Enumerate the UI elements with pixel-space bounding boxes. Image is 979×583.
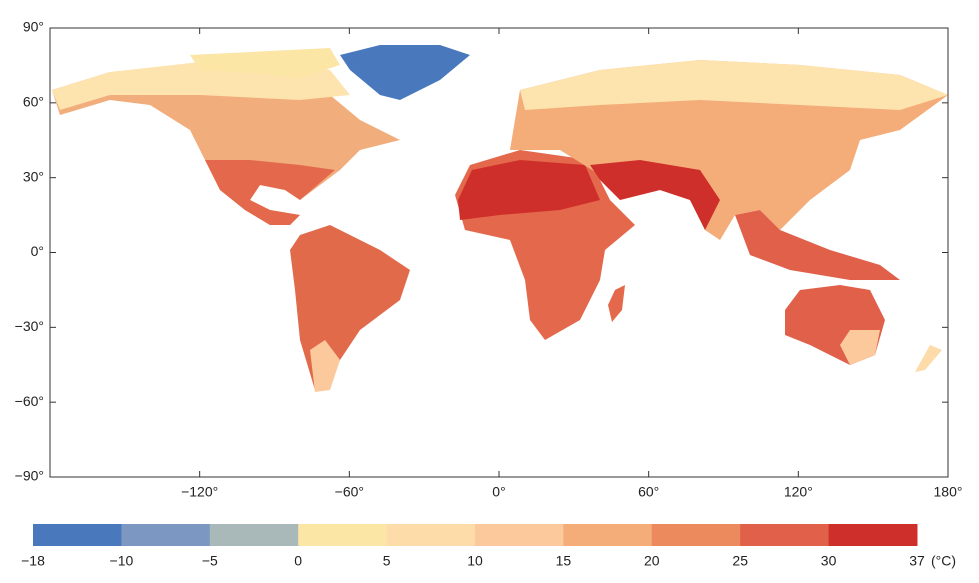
south-america [290, 225, 410, 390]
colorbar-label: 30 [821, 553, 837, 569]
x-tick-label: 0° [492, 484, 505, 500]
colorbar-unit: (°C) [931, 553, 956, 569]
colorbar-bin [33, 524, 122, 546]
x-tick-label: −60° [335, 484, 364, 500]
sahara [458, 160, 600, 220]
x-tick-label: 120° [784, 484, 813, 500]
colorbar-bin [651, 524, 741, 546]
colorbar-label: 20 [644, 553, 660, 569]
new-zealand [915, 345, 942, 372]
colorbar-label: −5 [202, 553, 218, 569]
patagonia [310, 340, 340, 392]
colorbar-label: 5 [383, 553, 391, 569]
land [52, 45, 948, 392]
colorbar-bin [740, 524, 830, 546]
colorbar: −18 −10 −5 0 5 10 15 20 25 30 37 (°C) [21, 524, 956, 569]
colorbar-label: −10 [110, 553, 134, 569]
y-tick-label: −60° [15, 393, 44, 409]
colorbar-label: 0 [294, 553, 302, 569]
y-tick-label: 30° [23, 168, 44, 184]
colorbar-label: 37 [909, 553, 925, 569]
colorbar-label: −18 [21, 553, 45, 569]
colorbar-bin [386, 524, 476, 546]
colorbar-label: 25 [732, 553, 748, 569]
colorbar-label: 15 [556, 553, 572, 569]
madagascar [608, 285, 625, 322]
colorbar-bin [121, 524, 211, 546]
greenland [340, 45, 470, 100]
colorbar-bin [475, 524, 564, 546]
colorbar-bin [828, 524, 918, 546]
x-tick-label: 60° [638, 484, 659, 500]
southeast-asia [735, 210, 900, 280]
colorbar-label: 10 [467, 553, 483, 569]
siberia [520, 60, 948, 110]
arabia-india [590, 160, 720, 230]
colorbar-bin [563, 524, 653, 546]
y-tick-label: 90° [23, 19, 44, 35]
colorbar-bin [298, 524, 388, 546]
y-tick-label: −90° [15, 468, 44, 484]
north-america-south [205, 160, 335, 225]
y-tick-label: 60° [23, 94, 44, 110]
axes: 90° 60° 30° 0° −30° −60° −90° −120° −60° 0° 60° 120… [15, 19, 963, 500]
y-tick-label: −30° [15, 318, 44, 334]
australia-south [840, 330, 880, 365]
y-tick-label: 0° [31, 243, 44, 259]
arctic-islands [190, 48, 340, 78]
colorbar-bin [209, 524, 299, 546]
x-tick-label: −120° [181, 484, 218, 500]
x-tick-label: 180° [934, 484, 963, 500]
